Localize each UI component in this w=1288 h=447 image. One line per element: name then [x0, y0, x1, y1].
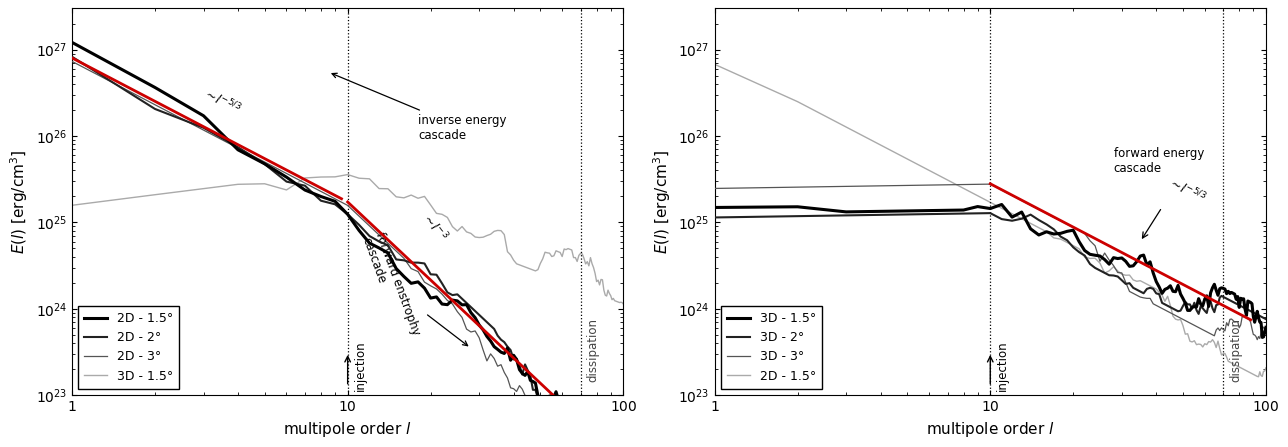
Y-axis label: $E(l)$ [erg/cm$^3$]: $E(l)$ [erg/cm$^3$]	[8, 150, 30, 254]
Text: injection: injection	[996, 340, 1009, 391]
Text: inverse energy
cascade: inverse energy cascade	[332, 73, 506, 142]
Legend: 3D - 1.5°, 3D - 2°, 3D - 3°, 2D - 1.5°: 3D - 1.5°, 3D - 2°, 3D - 3°, 2D - 1.5°	[721, 306, 822, 389]
Text: $\sim\!l^{-5/3}$: $\sim\!l^{-5/3}$	[1164, 174, 1208, 208]
Text: forward energy
cascade: forward energy cascade	[1114, 148, 1204, 175]
X-axis label: multipole order $l$: multipole order $l$	[283, 420, 412, 439]
Text: injection: injection	[353, 340, 367, 391]
Text: $\sim\!l^{-3}$: $\sim\!l^{-3}$	[419, 209, 451, 245]
Text: $\sim\!l^{-5/3}$: $\sim\!l^{-5/3}$	[200, 85, 243, 118]
Legend: 2D - 1.5°, 2D - 2°, 2D - 3°, 3D - 1.5°: 2D - 1.5°, 2D - 2°, 2D - 3°, 3D - 1.5°	[79, 306, 179, 389]
Text: dissipation: dissipation	[1229, 318, 1242, 382]
Y-axis label: $E(l)$ [erg/cm$^3$]: $E(l)$ [erg/cm$^3$]	[650, 150, 672, 254]
Text: forward enstrophy
cascade: forward enstrophy cascade	[359, 231, 468, 346]
X-axis label: multipole order $l$: multipole order $l$	[926, 420, 1055, 439]
Text: dissipation: dissipation	[586, 318, 599, 382]
